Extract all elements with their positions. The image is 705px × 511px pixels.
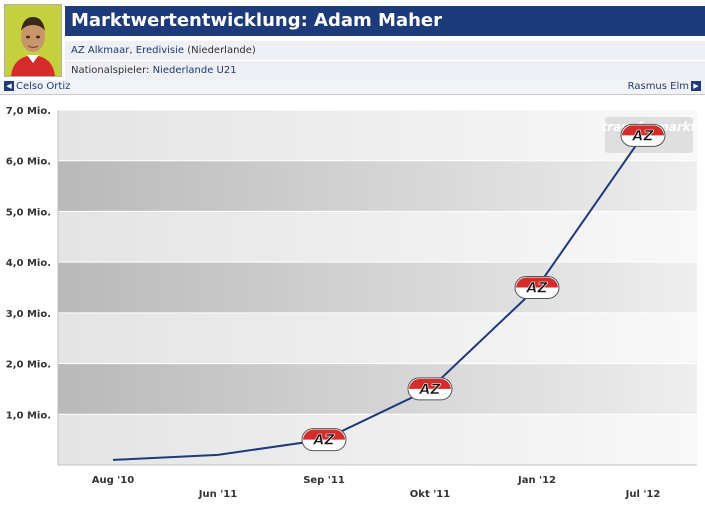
plot-band <box>58 211 697 263</box>
club-marker-red <box>303 429 345 440</box>
player-photo-avatar <box>5 5 61 76</box>
plot-band <box>58 110 697 161</box>
y-tick-label: 3,0 Mio. <box>6 309 51 320</box>
x-tick-label: Aug '10 <box>92 475 135 486</box>
plot-band <box>58 312 697 364</box>
player-header: Marktwertentwicklung: Adam Maher AZ Alkm… <box>0 0 705 80</box>
national-team-link[interactable]: Niederlande U21 <box>152 65 237 76</box>
club-marker-label: AZ <box>526 281 549 297</box>
y-tick-label: 1,0 Mio. <box>6 410 51 421</box>
series-line <box>112 134 644 461</box>
x-axis-ticks: Aug '10 Jun '11 Sep '11 Okt '11 Jan '12 Jul '… <box>92 475 661 500</box>
next-player-label: Rasmus Elm <box>627 81 689 92</box>
y-tick-label: 4,0 Mio. <box>6 258 51 269</box>
club-marker-label: AZ <box>419 382 442 398</box>
plot-bands <box>58 110 697 465</box>
page-title: Marktwertentwicklung: Adam Maher <box>65 6 705 36</box>
league-link[interactable]: Eredivisie <box>135 45 185 56</box>
plot-band <box>58 363 697 415</box>
club-marker[interactable]: AZ <box>620 123 666 147</box>
club-info-row: AZ Alkmaar, Eredivisie (Niederlande) <box>65 40 705 60</box>
player-navigation: ◀ Celso Ortiz Rasmus Elm ▶ <box>0 80 705 95</box>
national-label: Nationalspieler: <box>71 65 153 76</box>
prev-player-link[interactable]: ◀ Celso Ortiz <box>2 80 70 94</box>
club-marker-red <box>409 378 451 389</box>
y-tick-label: 6,0 Mio. <box>6 157 51 168</box>
club-marker[interactable]: AZ <box>301 428 347 452</box>
player-photo <box>4 4 62 77</box>
y-tick-label: 5,0 Mio. <box>6 207 51 218</box>
chevron-right-icon: ▶ <box>691 81 701 91</box>
club-country: (Niederlande) <box>184 45 256 56</box>
y-tick-label: 2,0 Mio. <box>6 360 51 371</box>
club-marker-label: AZ <box>632 128 655 144</box>
plot-band <box>58 160 697 212</box>
club-markers: AZ AZ AZ AZ <box>301 123 666 452</box>
club-marker-label: AZ <box>313 433 336 449</box>
next-player-link[interactable]: Rasmus Elm ▶ <box>628 80 703 94</box>
club-marker-red <box>516 277 558 288</box>
club-sep: , <box>129 45 136 56</box>
chevron-left-icon: ◀ <box>4 81 14 91</box>
x-tick-label: Okt '11 <box>410 489 450 500</box>
club-marker[interactable]: AZ <box>407 377 453 401</box>
prev-player-label: Celso Ortiz <box>16 81 71 92</box>
club-marker-red <box>622 125 664 136</box>
x-tick-label: Jun '11 <box>198 489 237 500</box>
club-link[interactable]: AZ Alkmaar <box>71 45 130 56</box>
y-tick-label: 7,0 Mio. <box>6 106 51 117</box>
x-tick-label: Sep '11 <box>303 475 345 486</box>
x-tick-label: Jan '12 <box>517 475 556 486</box>
x-tick-label: Jul '12 <box>625 489 661 500</box>
plot-band <box>58 262 697 313</box>
club-marker[interactable]: AZ <box>514 276 560 299</box>
market-value-chart: 1,0 Mio. 2,0 Mio. 3,0 Mio. 4,0 Mio. 5,0 Mio.… <box>6 106 698 500</box>
national-info-row: Nationalspieler: Niederlande U21 <box>65 60 705 80</box>
y-axis-ticks: 1,0 Mio. 2,0 Mio. 3,0 Mio. 4,0 Mio. 5,0 Mio.… <box>6 106 51 421</box>
